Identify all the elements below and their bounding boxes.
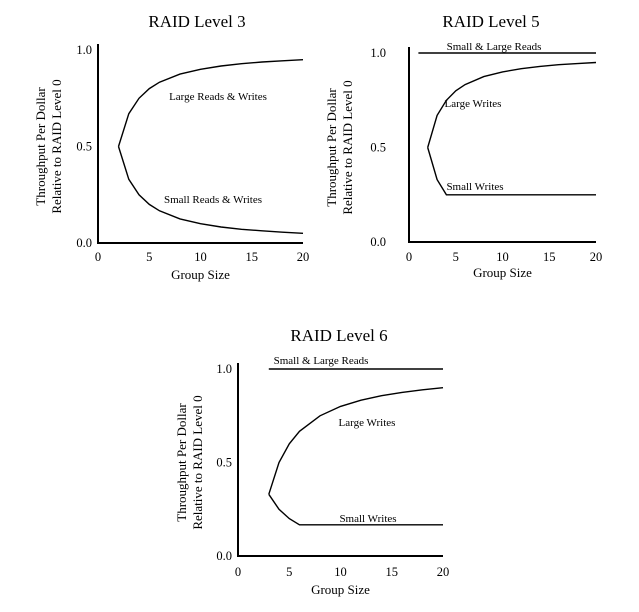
chart-3-x-tick-20: 20 (437, 565, 450, 579)
chart-1-y-label-line-1: Throughput Per Dollar (33, 87, 48, 206)
chart-3-x-tick-15: 15 (386, 565, 399, 579)
chart-2-y-tick-0-5: 0.5 (370, 141, 386, 155)
chart-2-y-label-line-2: Relative to RAID Level 0 (340, 80, 355, 214)
chart-3-y-tick-0-5: 0.5 (216, 456, 232, 470)
chart-3-series-small-writes-label: Small Writes (339, 513, 396, 525)
chart-3-y-label-line-1: Throughput Per Dollar (174, 403, 189, 522)
chart-2-x-tick-5: 5 (453, 250, 459, 264)
chart-1-y-label-line-2: Relative to RAID Level 0 (49, 79, 64, 213)
chart-1-x-label: Group Size (171, 267, 230, 282)
chart-1-series-large-reads-and-writes-label: Large Reads & Writes (169, 91, 267, 103)
chart-2-series-small-writes-label: Small Writes (446, 181, 503, 193)
chart-2-x-label: Group Size (473, 265, 532, 280)
chart-3-y-label-line-2: Relative to RAID Level 0 (190, 395, 205, 529)
chart-3-x-tick-10: 10 (334, 565, 347, 579)
chart-1-y-tick-0-5: 0.5 (76, 140, 92, 154)
chart-1-title: RAID Level 3 (148, 12, 245, 31)
chart-3-series-small-writes-line (268, 493, 443, 526)
chart-2-panel: RAID Level 5 0 5 10 15 20 0.0 0.5 1.0 Group Size T… (324, 12, 602, 280)
chart-3-x-tick-5: 5 (286, 565, 292, 579)
chart-1-x-tick-0: 0 (95, 250, 101, 264)
chart-1-x-tick-20: 20 (297, 250, 310, 264)
chart-2-y-tick-0-0: 0.0 (370, 235, 386, 249)
chart-1-panel: RAID Level 3 0 5 10 15 20 0.0 0.5 1.0 Group Size T… (33, 12, 309, 282)
chart-2-y-tick-1-0: 1.0 (370, 46, 386, 60)
chart-3-x-tick-0: 0 (235, 565, 241, 579)
chart-1-x-tick-5: 5 (146, 250, 152, 264)
chart-3-series-large-writes-line (268, 387, 444, 495)
chart-2-series-small-and-large-reads-label: Small & Large Reads (447, 41, 542, 53)
chart-3-title: RAID Level 6 (290, 326, 387, 345)
chart-1-x-tick-10: 10 (194, 250, 207, 264)
chart-2-x-tick-0: 0 (406, 250, 412, 264)
chart-2-x-tick-10: 10 (496, 250, 509, 264)
chart-2-x-tick-15: 15 (543, 250, 556, 264)
chart-2-series-large-writes-label: Large Writes (445, 98, 502, 110)
chart-1-series-large-reads-and-writes-line (117, 59, 304, 147)
chart-3-y-tick-0-0: 0.0 (216, 549, 232, 563)
chart-3-panel: RAID Level 6 0 5 10 15 20 0.0 0.5 1.0 Group Size T… (174, 326, 449, 597)
chart-2-x-tick-20: 20 (590, 250, 603, 264)
chart-2-title: RAID Level 5 (442, 12, 539, 31)
chart-1-series-small-reads-and-writes-line (117, 146, 304, 234)
chart-1-y-tick-1-0: 1.0 (76, 43, 92, 57)
chart-3-y-tick-1-0: 1.0 (216, 362, 232, 376)
chart-2-y-label-line-1: Throughput Per Dollar (324, 88, 339, 207)
chart-2-series-large-writes-line (427, 61, 597, 148)
chart-1-series-small-reads-and-writes-label: Small Reads & Writes (164, 194, 262, 206)
chart-1-y-tick-0-0: 0.0 (76, 236, 92, 250)
chart-3-series-large-writes-label: Large Writes (339, 417, 396, 429)
chart-3-series-small-and-large-reads-label: Small & Large Reads (274, 355, 369, 367)
chart-1-x-tick-15: 15 (246, 250, 259, 264)
chart-2-series-small-writes-line (427, 147, 596, 196)
chart-3-x-label: Group Size (311, 582, 370, 597)
